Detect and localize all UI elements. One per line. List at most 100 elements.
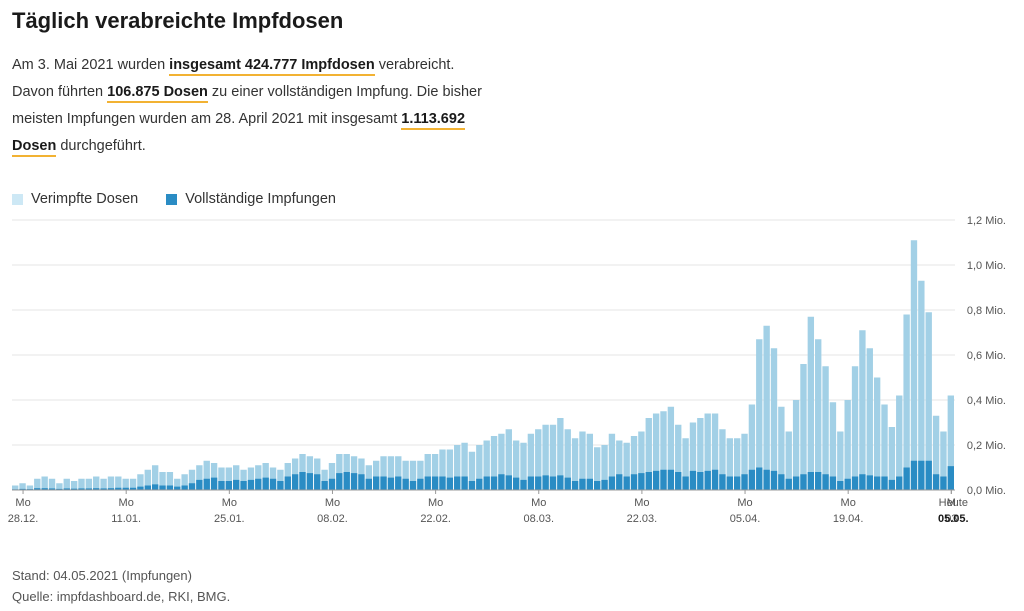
bar-complete-doses <box>859 474 866 490</box>
bar-total-doses <box>144 469 151 490</box>
bar-complete-doses <box>174 486 181 490</box>
x-tick-label-date: 28.12. <box>8 513 39 525</box>
bar-total-doses <box>107 476 115 490</box>
intro-text-part: Davon führten <box>12 84 108 100</box>
bar-total-doses <box>535 429 542 490</box>
x-tick-label-weekday: Mo <box>325 497 340 509</box>
bar-total-doses <box>579 431 586 490</box>
highlight-complete-doses: 106.875 Dosen <box>107 84 208 103</box>
x-tick-label-date: 03 <box>945 513 957 525</box>
bar-total-doses <box>439 449 446 490</box>
footer-stand: Stand: 04.05.2021 (Impfungen) <box>12 568 192 583</box>
bar-total-doses <box>225 467 233 490</box>
bar-total-doses <box>873 377 881 490</box>
x-tick-label-date: 05.04. <box>730 513 761 525</box>
bar-total-doses <box>719 429 726 490</box>
bar-total-doses <box>174 478 181 490</box>
x-tick-label-weekday: M <box>947 497 956 509</box>
bar-total-doses <box>711 413 719 490</box>
bar-complete-doses <box>78 488 85 490</box>
bar-complete-doses <box>159 485 166 490</box>
bar-total-doses <box>527 433 535 490</box>
bar-complete-doses <box>107 488 115 490</box>
bar-complete-doses <box>638 473 645 490</box>
bar-total-doses <box>151 465 159 490</box>
bar-complete-doses <box>291 474 299 490</box>
bar-total-doses <box>240 469 247 490</box>
bar-total-doses <box>483 440 490 490</box>
bar-complete-doses <box>733 476 741 490</box>
x-tick-label-weekday: Mo <box>222 497 237 509</box>
bar-total-doses <box>697 418 704 490</box>
bar-total-doses <box>815 339 822 490</box>
bar-total-doses <box>822 366 829 490</box>
bar-total-doses <box>859 330 866 490</box>
bar-total-doses <box>12 485 19 490</box>
bar-total-doses <box>594 447 601 490</box>
bar-complete-doses <box>829 476 837 490</box>
x-tick-label-weekday: Mo <box>531 497 546 509</box>
bar-complete-doses <box>387 477 395 490</box>
bar-total-doses <box>461 442 468 490</box>
bar-complete-doses <box>166 485 174 490</box>
bar-chart: 0,0 Mio. 0,2 Mio. 0,4 Mio. 0,6 Mio. 0,8 Mio.… <box>8 215 1006 525</box>
bar-total-doses <box>85 478 93 490</box>
bar-complete-doses <box>844 478 851 490</box>
bar-total-doses <box>34 478 41 490</box>
legend-item-complete: Vollständige Impfungen <box>166 191 336 207</box>
bar-complete-doses <box>336 473 343 490</box>
footer: Stand: 04.05.2021 (Impfungen) Quelle: im… <box>12 565 230 607</box>
bar-complete-doses <box>763 469 770 490</box>
bar-complete-doses <box>918 460 925 490</box>
bar-complete-doses <box>468 481 476 490</box>
page-title: Täglich verabreichte Impfdosen <box>12 8 344 33</box>
bar-complete-doses <box>461 476 468 490</box>
x-tick-label-date: 08.02. <box>317 513 348 525</box>
bar-total-doses <box>262 463 269 490</box>
bar-total-doses <box>380 456 387 490</box>
x-tick-label-weekday: Mo <box>119 497 134 509</box>
bar-total-doses <box>785 431 792 490</box>
bar-complete-doses <box>741 474 748 490</box>
bar-complete-doses <box>395 476 402 490</box>
bar-complete-doses <box>542 475 549 490</box>
bar-complete-doses <box>505 475 512 490</box>
bar-total-doses <box>756 339 763 490</box>
legend-swatch-total <box>12 193 23 205</box>
bar-total-doses <box>829 402 837 490</box>
bar-complete-doses <box>711 469 719 490</box>
x-tick-label-weekday: Mo <box>634 497 649 509</box>
x-tick-label-date: 22.02. <box>420 513 451 525</box>
bar-complete-doses <box>925 460 932 490</box>
bar-total-doses <box>844 400 851 490</box>
bar-complete-doses <box>115 487 122 490</box>
bar-complete-doses <box>571 481 579 490</box>
bar-complete-doses <box>947 466 954 490</box>
bar-total-doses <box>476 445 483 490</box>
x-tick-label-date: 22.03. <box>627 513 658 525</box>
bar-complete-doses <box>129 487 137 490</box>
bar-total-doses <box>770 348 778 490</box>
bar-complete-doses <box>726 476 733 490</box>
bar-total-doses <box>100 478 107 490</box>
bar-complete-doses <box>476 478 483 490</box>
bar-complete-doses <box>888 479 896 490</box>
y-tick-label: 1,0 Mio. <box>967 260 1006 272</box>
bar-total-doses <box>726 438 733 490</box>
bar-total-doses <box>63 478 70 490</box>
bar-complete-doses <box>19 488 26 490</box>
x-tick-label-today-date: 05.05. <box>938 513 969 525</box>
x-tick-label-date: 08.03. <box>523 513 554 525</box>
x-tick-label-today: Heute <box>939 497 968 509</box>
intro-text-part: durchgeführt. <box>56 138 146 154</box>
y-tick-label: 0,0 Mio. <box>967 485 1006 497</box>
bar-total-doses <box>896 395 903 490</box>
bar-complete-doses <box>586 478 594 490</box>
bar-complete-doses <box>328 478 336 490</box>
bar-complete-doses <box>358 474 365 490</box>
bar-complete-doses <box>93 488 100 490</box>
bar-total-doses <box>498 433 505 490</box>
bar-complete-doses <box>822 474 829 490</box>
bar-total-doses <box>520 442 527 490</box>
bar-complete-doses <box>682 476 689 490</box>
